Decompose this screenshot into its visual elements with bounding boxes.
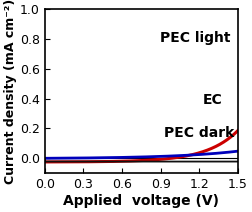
Text: EC: EC	[203, 93, 223, 107]
Text: PEC dark: PEC dark	[164, 126, 234, 140]
Text: PEC light: PEC light	[160, 31, 231, 45]
X-axis label: Applied  voltage (V): Applied voltage (V)	[63, 194, 219, 208]
Y-axis label: Current density (mA cm⁻²): Current density (mA cm⁻²)	[4, 0, 17, 184]
